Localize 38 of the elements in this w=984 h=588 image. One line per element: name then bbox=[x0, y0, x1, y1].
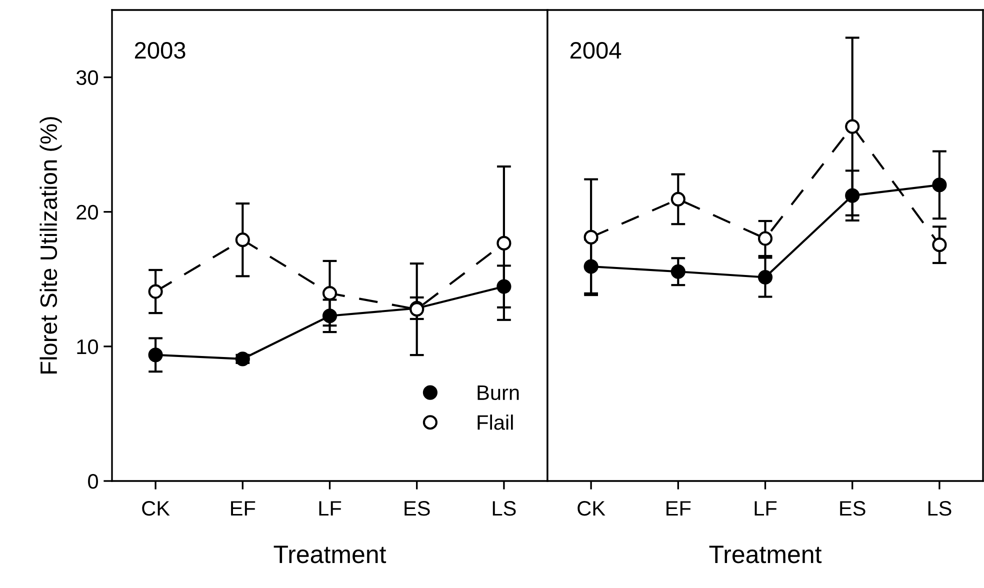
point bbox=[670, 192, 686, 206]
point bbox=[235, 232, 250, 248]
x-axis-title: Treatment bbox=[709, 546, 822, 564]
x-tick-label: CK bbox=[578, 500, 606, 516]
text: 2003 bbox=[134, 42, 186, 59]
x-tick-label: CK bbox=[142, 500, 170, 516]
point bbox=[322, 308, 338, 324]
point bbox=[496, 279, 512, 294]
point bbox=[932, 178, 947, 192]
point bbox=[148, 284, 163, 299]
legend-label: Burn bbox=[478, 385, 519, 400]
y-axis-title: Floret Site Utilization (%) bbox=[40, 117, 62, 374]
x-tick-label: EF bbox=[231, 501, 256, 516]
x-tick-label: LF bbox=[754, 501, 777, 516]
y-tick-label: 30 bbox=[76, 70, 98, 86]
x-tick-label: EF bbox=[666, 501, 691, 516]
point bbox=[758, 270, 773, 285]
y-tick-label: 20 bbox=[76, 204, 98, 220]
x-tick-label: LS bbox=[928, 500, 952, 516]
legend-label: Flail bbox=[478, 414, 513, 430]
point bbox=[148, 348, 163, 362]
x-tick-label: LS bbox=[492, 500, 516, 516]
x-axis-title: Treatment bbox=[274, 546, 386, 564]
point bbox=[932, 238, 947, 252]
y-tick-label: 10 bbox=[77, 339, 98, 354]
x-tick-label: ES bbox=[840, 500, 866, 516]
point bbox=[670, 264, 686, 279]
point bbox=[845, 188, 860, 203]
point bbox=[322, 286, 338, 301]
y-tick-label: 0 bbox=[88, 474, 98, 489]
point bbox=[758, 231, 773, 246]
x-tick-label: ES bbox=[404, 500, 430, 516]
point bbox=[496, 236, 512, 251]
point bbox=[845, 119, 860, 134]
point bbox=[584, 230, 598, 244]
x-tick-label: LF bbox=[319, 501, 342, 516]
text: 2004 bbox=[570, 42, 622, 59]
point bbox=[584, 259, 598, 274]
